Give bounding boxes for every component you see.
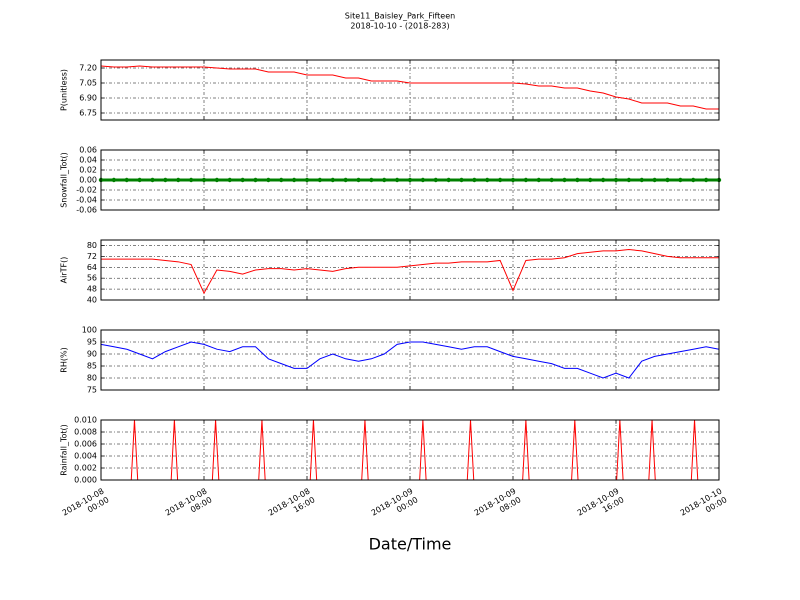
y-tick-label: 72 bbox=[87, 252, 97, 261]
y-tick-label: -0.02 bbox=[76, 186, 97, 195]
y-tick-label: 0.010 bbox=[74, 416, 97, 425]
y-tick-label: 7.05 bbox=[79, 79, 97, 88]
data-point bbox=[227, 177, 232, 183]
y-tick-label: 56 bbox=[87, 274, 97, 283]
data-point bbox=[369, 177, 374, 183]
data-point bbox=[214, 177, 220, 183]
y-tick-label: 85 bbox=[87, 362, 97, 371]
y-axis-label: AirTF() bbox=[60, 257, 69, 284]
y-tick-label: 6.90 bbox=[79, 94, 97, 103]
y-tick-label: 80 bbox=[87, 374, 97, 383]
data-point bbox=[600, 177, 606, 183]
y-tick-label: 0.04 bbox=[79, 156, 97, 165]
data-point bbox=[703, 177, 709, 183]
axes-frame bbox=[100, 149, 720, 211]
data-point bbox=[510, 177, 516, 183]
data-point bbox=[549, 177, 554, 183]
chart-subtitle: 2018-10-10 - (2018-283) bbox=[350, 22, 449, 31]
data-point bbox=[394, 177, 400, 183]
y-tick-label: -0.04 bbox=[76, 196, 97, 205]
data-point bbox=[523, 177, 529, 183]
data-point bbox=[188, 177, 194, 183]
data-point bbox=[691, 177, 696, 183]
y-tick-label: 0.004 bbox=[74, 452, 97, 461]
axes-frame bbox=[100, 329, 720, 391]
data-point bbox=[279, 177, 284, 183]
data-point bbox=[163, 177, 168, 183]
y-tick-label: 0.002 bbox=[74, 464, 97, 473]
data-point bbox=[420, 177, 426, 183]
data-point bbox=[433, 177, 438, 183]
data-point bbox=[678, 177, 683, 183]
data-point bbox=[240, 177, 245, 183]
y-tick-label: 6.75 bbox=[79, 109, 97, 118]
data-point bbox=[356, 177, 361, 183]
y-tick-label: 95 bbox=[87, 338, 97, 347]
y-tick-label: 48 bbox=[87, 285, 97, 294]
y-tick-label: 0.00 bbox=[79, 176, 97, 185]
y-tick-label: 75 bbox=[87, 386, 97, 395]
data-point bbox=[626, 177, 632, 183]
data-line bbox=[100, 341, 720, 379]
axes-frame bbox=[100, 59, 720, 121]
data-point bbox=[575, 177, 580, 183]
axes-frame bbox=[100, 239, 720, 301]
data-point bbox=[176, 177, 181, 183]
data-point bbox=[201, 177, 207, 183]
y-axis-label: Snowfall_Tot() bbox=[60, 152, 69, 208]
data-point bbox=[382, 177, 387, 183]
data-point bbox=[253, 177, 258, 183]
data-point bbox=[266, 177, 271, 183]
y-axis-label: Rainfall_Tot() bbox=[60, 424, 69, 476]
data-point bbox=[317, 177, 323, 183]
y-tick-label: -0.06 bbox=[76, 206, 97, 215]
y-tick-label: 80 bbox=[87, 241, 97, 250]
data-point bbox=[124, 177, 129, 183]
y-tick-label: 100 bbox=[82, 326, 97, 335]
data-point bbox=[652, 177, 657, 183]
y-tick-label: 40 bbox=[87, 296, 97, 305]
y-tick-label: 0.008 bbox=[74, 428, 97, 437]
data-point bbox=[150, 177, 155, 183]
data-point bbox=[485, 177, 490, 183]
data-point bbox=[407, 177, 413, 183]
y-tick-label: 64 bbox=[87, 263, 97, 272]
y-tick-label: 0.000 bbox=[74, 476, 97, 485]
data-line bbox=[101, 249, 719, 295]
data-point bbox=[472, 177, 477, 183]
y-axis-label: P(unitless) bbox=[60, 69, 69, 111]
y-tick-label: 0.02 bbox=[79, 166, 97, 175]
data-point bbox=[588, 177, 593, 183]
x-axis-label: Date/Time bbox=[369, 535, 452, 554]
data-line bbox=[100, 65, 719, 110]
y-axis-label: RH(%) bbox=[60, 347, 69, 372]
data-point bbox=[446, 177, 451, 183]
data-point bbox=[665, 177, 670, 183]
data-point bbox=[304, 177, 310, 183]
data-point bbox=[536, 177, 541, 183]
axes-frame bbox=[100, 419, 720, 481]
y-tick-label: 0.006 bbox=[74, 440, 97, 449]
data-point bbox=[613, 177, 619, 183]
data-point bbox=[562, 177, 567, 183]
data-point bbox=[111, 177, 117, 183]
data-point bbox=[497, 177, 503, 183]
data-point bbox=[459, 177, 464, 183]
data-point bbox=[343, 177, 348, 183]
chart-title: Site11_Baisley_Park_Fifteen bbox=[345, 12, 455, 21]
data-point bbox=[291, 177, 297, 183]
data-point bbox=[330, 177, 335, 183]
y-tick-label: 7.20 bbox=[79, 64, 97, 73]
data-point bbox=[137, 177, 142, 183]
data-point bbox=[639, 177, 644, 183]
y-tick-label: 0.06 bbox=[79, 146, 97, 155]
y-tick-label: 90 bbox=[87, 350, 97, 359]
